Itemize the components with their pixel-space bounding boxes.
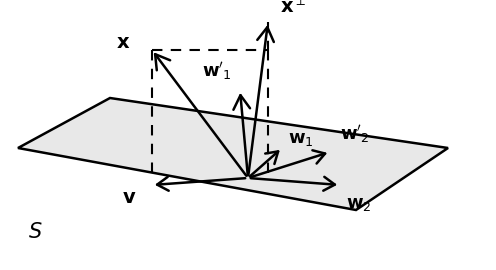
Text: $\mathbf{w}'_1$: $\mathbf{w}'_1$ (202, 60, 232, 82)
Text: $\mathbf{x}$: $\mathbf{x}$ (116, 33, 130, 52)
Text: $S$: $S$ (28, 222, 43, 242)
Text: $\mathbf{x}^{\perp}$: $\mathbf{x}^{\perp}$ (280, 0, 306, 18)
Text: $\mathbf{v}$: $\mathbf{v}$ (122, 188, 136, 207)
Text: $\mathbf{w}_2$: $\mathbf{w}_2$ (346, 195, 372, 213)
Polygon shape (18, 98, 448, 210)
Text: $\mathbf{w}'_2$: $\mathbf{w}'_2$ (340, 123, 370, 145)
Text: $\mathbf{w}_1$: $\mathbf{w}_1$ (288, 130, 313, 148)
